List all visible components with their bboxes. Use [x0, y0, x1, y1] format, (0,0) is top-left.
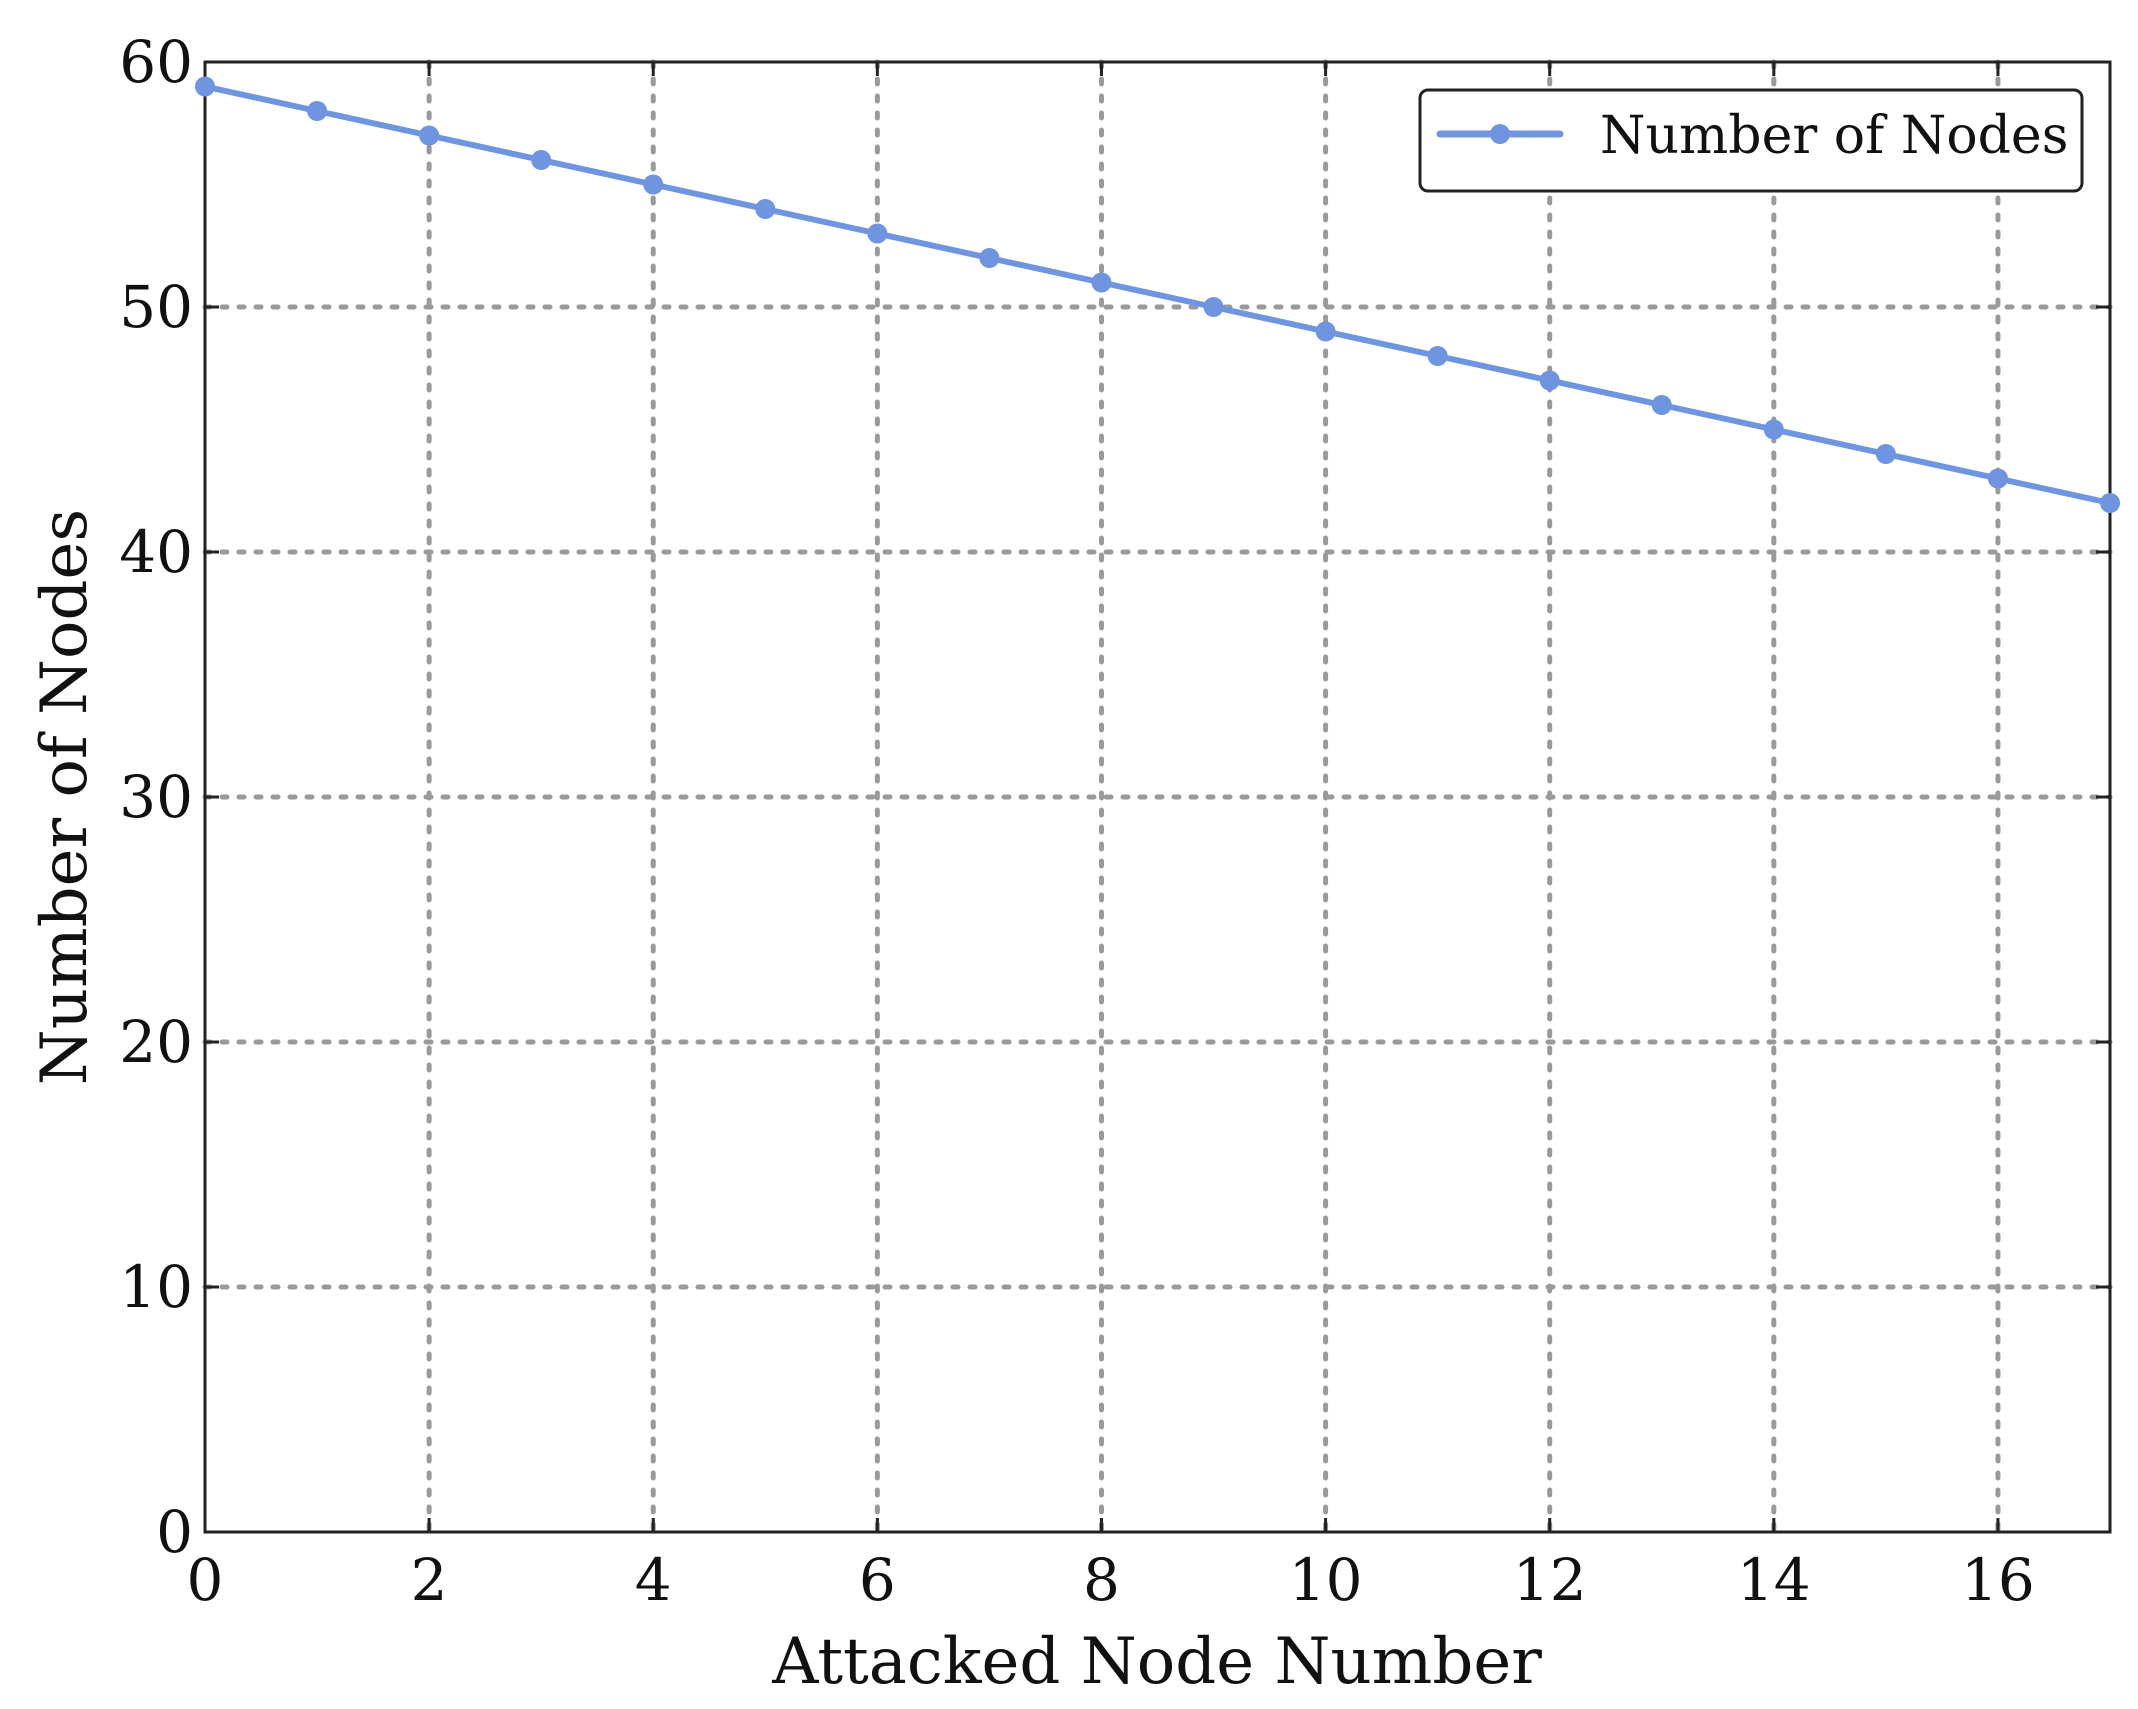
data-point — [1651, 395, 1672, 415]
y-tick-label: 30 — [119, 763, 193, 831]
x-tick-label: 16 — [1961, 1546, 2035, 1614]
x-tick-label: 4 — [635, 1546, 672, 1614]
y-tick-label: 10 — [119, 1253, 193, 1321]
y-tick-label: 20 — [119, 1008, 193, 1076]
x-tick-label: 0 — [187, 1546, 224, 1614]
data-point — [307, 101, 328, 121]
data-point — [1987, 468, 2008, 489]
legend-marker-swatch — [1490, 124, 1510, 144]
data-point — [1763, 419, 1784, 440]
tick-marks — [203, 60, 2110, 1534]
data-point — [1315, 321, 1336, 342]
legend-box — [1418, 88, 2084, 193]
legend-label: Number of Nodes — [1600, 106, 2068, 166]
y-tick-label: 0 — [156, 1498, 193, 1566]
series-layer — [195, 76, 2120, 513]
legend: Number of Nodes — [1418, 88, 2084, 193]
x-tick-label: 14 — [1737, 1546, 1811, 1614]
y-tick-label: 60 — [119, 28, 193, 96]
data-point — [1539, 370, 1560, 391]
data-point — [531, 150, 552, 170]
y-axis-title: Number of Nodes — [28, 509, 102, 1085]
y-tick-label: 40 — [119, 518, 193, 586]
grid-lines — [202, 59, 2113, 1535]
data-point — [1203, 297, 1224, 317]
x-tick-label: 8 — [1083, 1546, 1120, 1614]
x-tick-label: 2 — [411, 1546, 448, 1614]
tick-labels: 0 2 4 6 8 10 12 14 16 0 10 20 30 40 50 60 — [119, 28, 2035, 1614]
x-axis-title: Attacked Node Number — [771, 1625, 1542, 1699]
data-point — [867, 223, 888, 244]
data-point — [755, 199, 776, 219]
x-tick-label: 6 — [859, 1546, 896, 1614]
y-tick-label: 50 — [119, 273, 193, 341]
data-point — [2100, 493, 2120, 513]
data-point — [419, 125, 440, 146]
data-point — [195, 76, 215, 97]
data-point — [1875, 444, 1896, 464]
data-point — [1091, 272, 1112, 293]
x-tick-label: 12 — [1513, 1546, 1587, 1614]
x-tick-label: 10 — [1289, 1546, 1363, 1614]
data-point — [1427, 346, 1448, 366]
series-line — [204, 83, 2111, 506]
data-point — [643, 174, 664, 195]
data-point — [979, 248, 1000, 268]
